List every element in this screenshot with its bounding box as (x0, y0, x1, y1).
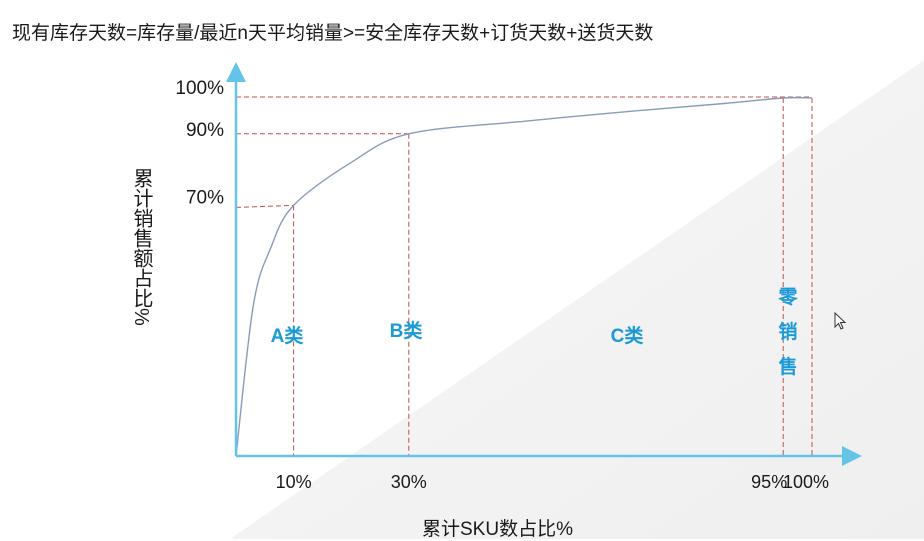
y-tick-label: 70% (186, 187, 224, 208)
y-tick-label: 100% (175, 78, 224, 99)
y-tick-label: 90% (186, 120, 224, 141)
y-axis-label: 累计销售额占比% (130, 168, 152, 326)
x-axis-label: 累计SKU数占比% (422, 519, 573, 540)
guide-a-horizontal (235, 204, 294, 208)
class-label: B类 (390, 319, 423, 342)
class-label: C类 (611, 324, 644, 347)
class-label-zero-sales: 零销售 (777, 286, 798, 378)
x-tick-label: 100% (783, 472, 829, 492)
x-tick-label: 95% (751, 472, 787, 492)
cumulative-sales-curve (235, 96, 813, 457)
class-label: A类 (271, 324, 304, 347)
mouse-pointer-icon (834, 312, 847, 330)
formula-title: 现有库存天数=库存量/最近n天平均销量>=安全库存天数+订货天数+送货天数 (12, 23, 654, 44)
guide-lines (235, 96, 813, 456)
x-tick-label: 30% (391, 472, 427, 492)
x-tick-label: 10% (276, 472, 312, 492)
